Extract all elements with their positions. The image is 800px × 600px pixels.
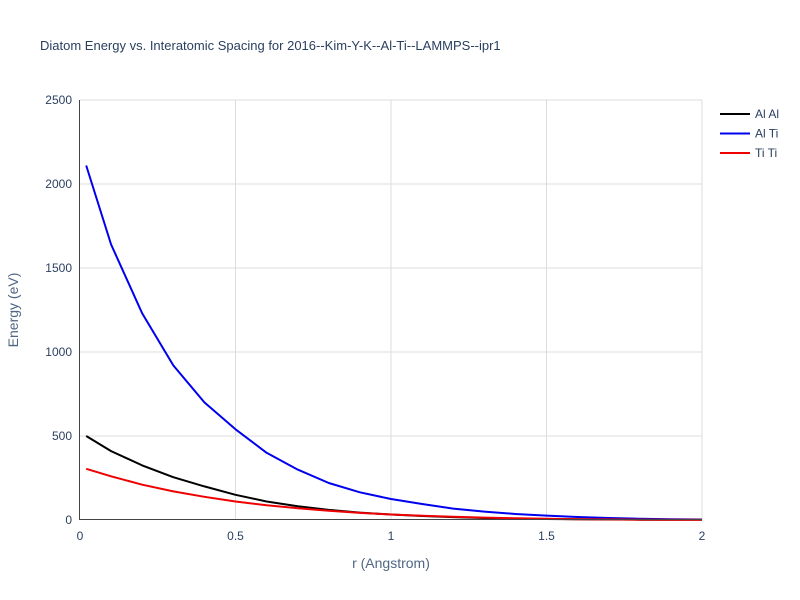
series-line-ti-ti: [85, 467, 703, 521]
y-axis-ticks: 0 500 1000 1500 2000 2500: [45, 93, 72, 527]
x-axis-title: r (Angstrom): [352, 555, 430, 571]
y-tick-label: 1500: [45, 261, 72, 275]
y-tick-label: 2500: [45, 93, 72, 107]
x-tick-label: 1.5: [538, 529, 555, 543]
y-tick-label: 1000: [45, 345, 72, 359]
y-axis-title: Energy (eV): [5, 273, 21, 348]
plot-area: [85, 165, 703, 521]
chart-title: Diatom Energy vs. Interatomic Spacing fo…: [40, 38, 501, 53]
y-tick-label: 0: [65, 513, 72, 527]
x-tick-label: 1: [388, 529, 395, 543]
legend: Al Al Al Ti Ti Ti: [720, 107, 779, 160]
x-axis-ticks: 0 0.5 1 1.5 2: [77, 529, 706, 543]
legend-label: Al Al: [755, 107, 779, 121]
series-line-al-ti: [85, 165, 703, 521]
y-tick-label: 500: [52, 429, 72, 443]
legend-label: Al Ti: [755, 127, 778, 141]
series-line-al-al: [85, 435, 703, 521]
grid-lines: [80, 99, 703, 520]
x-tick-label: 2: [699, 529, 706, 543]
x-tick-label: 0.5: [227, 529, 244, 543]
legend-label: Ti Ti: [755, 146, 777, 160]
x-tick-label: 0: [77, 529, 84, 543]
y-tick-label: 2000: [45, 177, 72, 191]
